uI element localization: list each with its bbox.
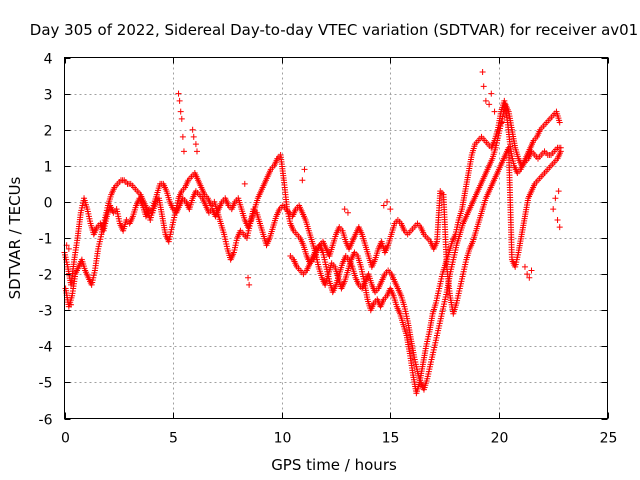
y-tick-label: -2	[39, 268, 53, 284]
y-tick-label: 4	[44, 52, 53, 68]
data-point	[65, 245, 72, 252]
data-point	[491, 108, 498, 115]
data-point	[479, 68, 486, 75]
axis-ticks	[64, 57, 609, 420]
data-point	[521, 263, 528, 270]
data-point	[480, 83, 487, 90]
y-tick-label: -5	[39, 376, 53, 392]
data-point	[556, 119, 563, 126]
x-tick-label: 20	[491, 431, 509, 447]
data-point	[380, 202, 387, 209]
y-tick-label: 2	[44, 124, 53, 140]
data-point	[180, 148, 187, 155]
x-tick-label: 10	[274, 431, 292, 447]
data-point	[68, 301, 75, 308]
data-point	[176, 97, 183, 104]
x-tick-labels: 0 5 10 15 20 25	[61, 431, 617, 447]
chart-title: Day 305 of 2022, Sidereal Day-to-day VTE…	[30, 21, 638, 39]
y-tick-label: -6	[39, 413, 53, 429]
x-tick-label: 5	[169, 431, 178, 447]
data-point	[482, 97, 489, 104]
data-point	[557, 144, 564, 151]
data-point	[555, 188, 562, 195]
data-point	[245, 274, 252, 281]
data-point	[550, 206, 557, 213]
data-point	[552, 195, 559, 202]
x-tick-label: 25	[600, 431, 618, 447]
data-point	[554, 216, 561, 223]
data-point	[344, 209, 351, 216]
data-point	[175, 90, 182, 97]
y-tick-label: 1	[44, 160, 53, 176]
data-point	[246, 281, 253, 288]
y-tick-labels: -6 -5 -4 -3 -2 -1 0 1 2 3 4	[39, 52, 53, 429]
data-point	[189, 126, 196, 133]
data-point	[486, 101, 493, 108]
data-point	[241, 180, 248, 187]
data-point	[488, 90, 495, 97]
data-point	[178, 115, 185, 122]
x-tick-label: 15	[382, 431, 400, 447]
data-point	[301, 166, 308, 173]
data-point	[179, 133, 186, 140]
x-tick-label: 0	[61, 431, 70, 447]
y-tick-label: 0	[44, 196, 53, 212]
y-tick-label: -3	[39, 304, 53, 320]
y-tick-label: -4	[39, 340, 53, 356]
data-point	[499, 119, 506, 126]
data-point	[190, 133, 197, 140]
y-axis-label: SDTVAR / TECUs	[6, 176, 24, 299]
data-point	[524, 271, 531, 278]
x-axis-label: GPS time / hours	[271, 456, 397, 474]
data-point	[526, 274, 533, 281]
data-marks	[61, 68, 564, 397]
y-tick-label: 3	[44, 88, 53, 104]
data-point	[387, 206, 394, 213]
data-point	[299, 177, 306, 184]
data-point	[177, 108, 184, 115]
data-point	[528, 267, 535, 274]
data-point	[341, 206, 348, 213]
data-point	[556, 224, 563, 231]
data-point	[193, 148, 200, 155]
grid	[64, 57, 608, 419]
data-point	[192, 141, 199, 148]
data-point	[384, 198, 391, 205]
y-tick-label: -1	[39, 232, 53, 248]
